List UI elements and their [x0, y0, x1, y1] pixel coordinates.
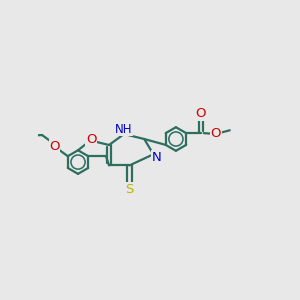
- Text: NH: NH: [115, 123, 133, 136]
- Text: O: O: [196, 107, 206, 120]
- Text: O: O: [211, 127, 221, 140]
- Text: S: S: [125, 183, 134, 196]
- Text: O: O: [86, 133, 97, 146]
- Text: N: N: [152, 151, 162, 164]
- Text: O: O: [49, 140, 60, 153]
